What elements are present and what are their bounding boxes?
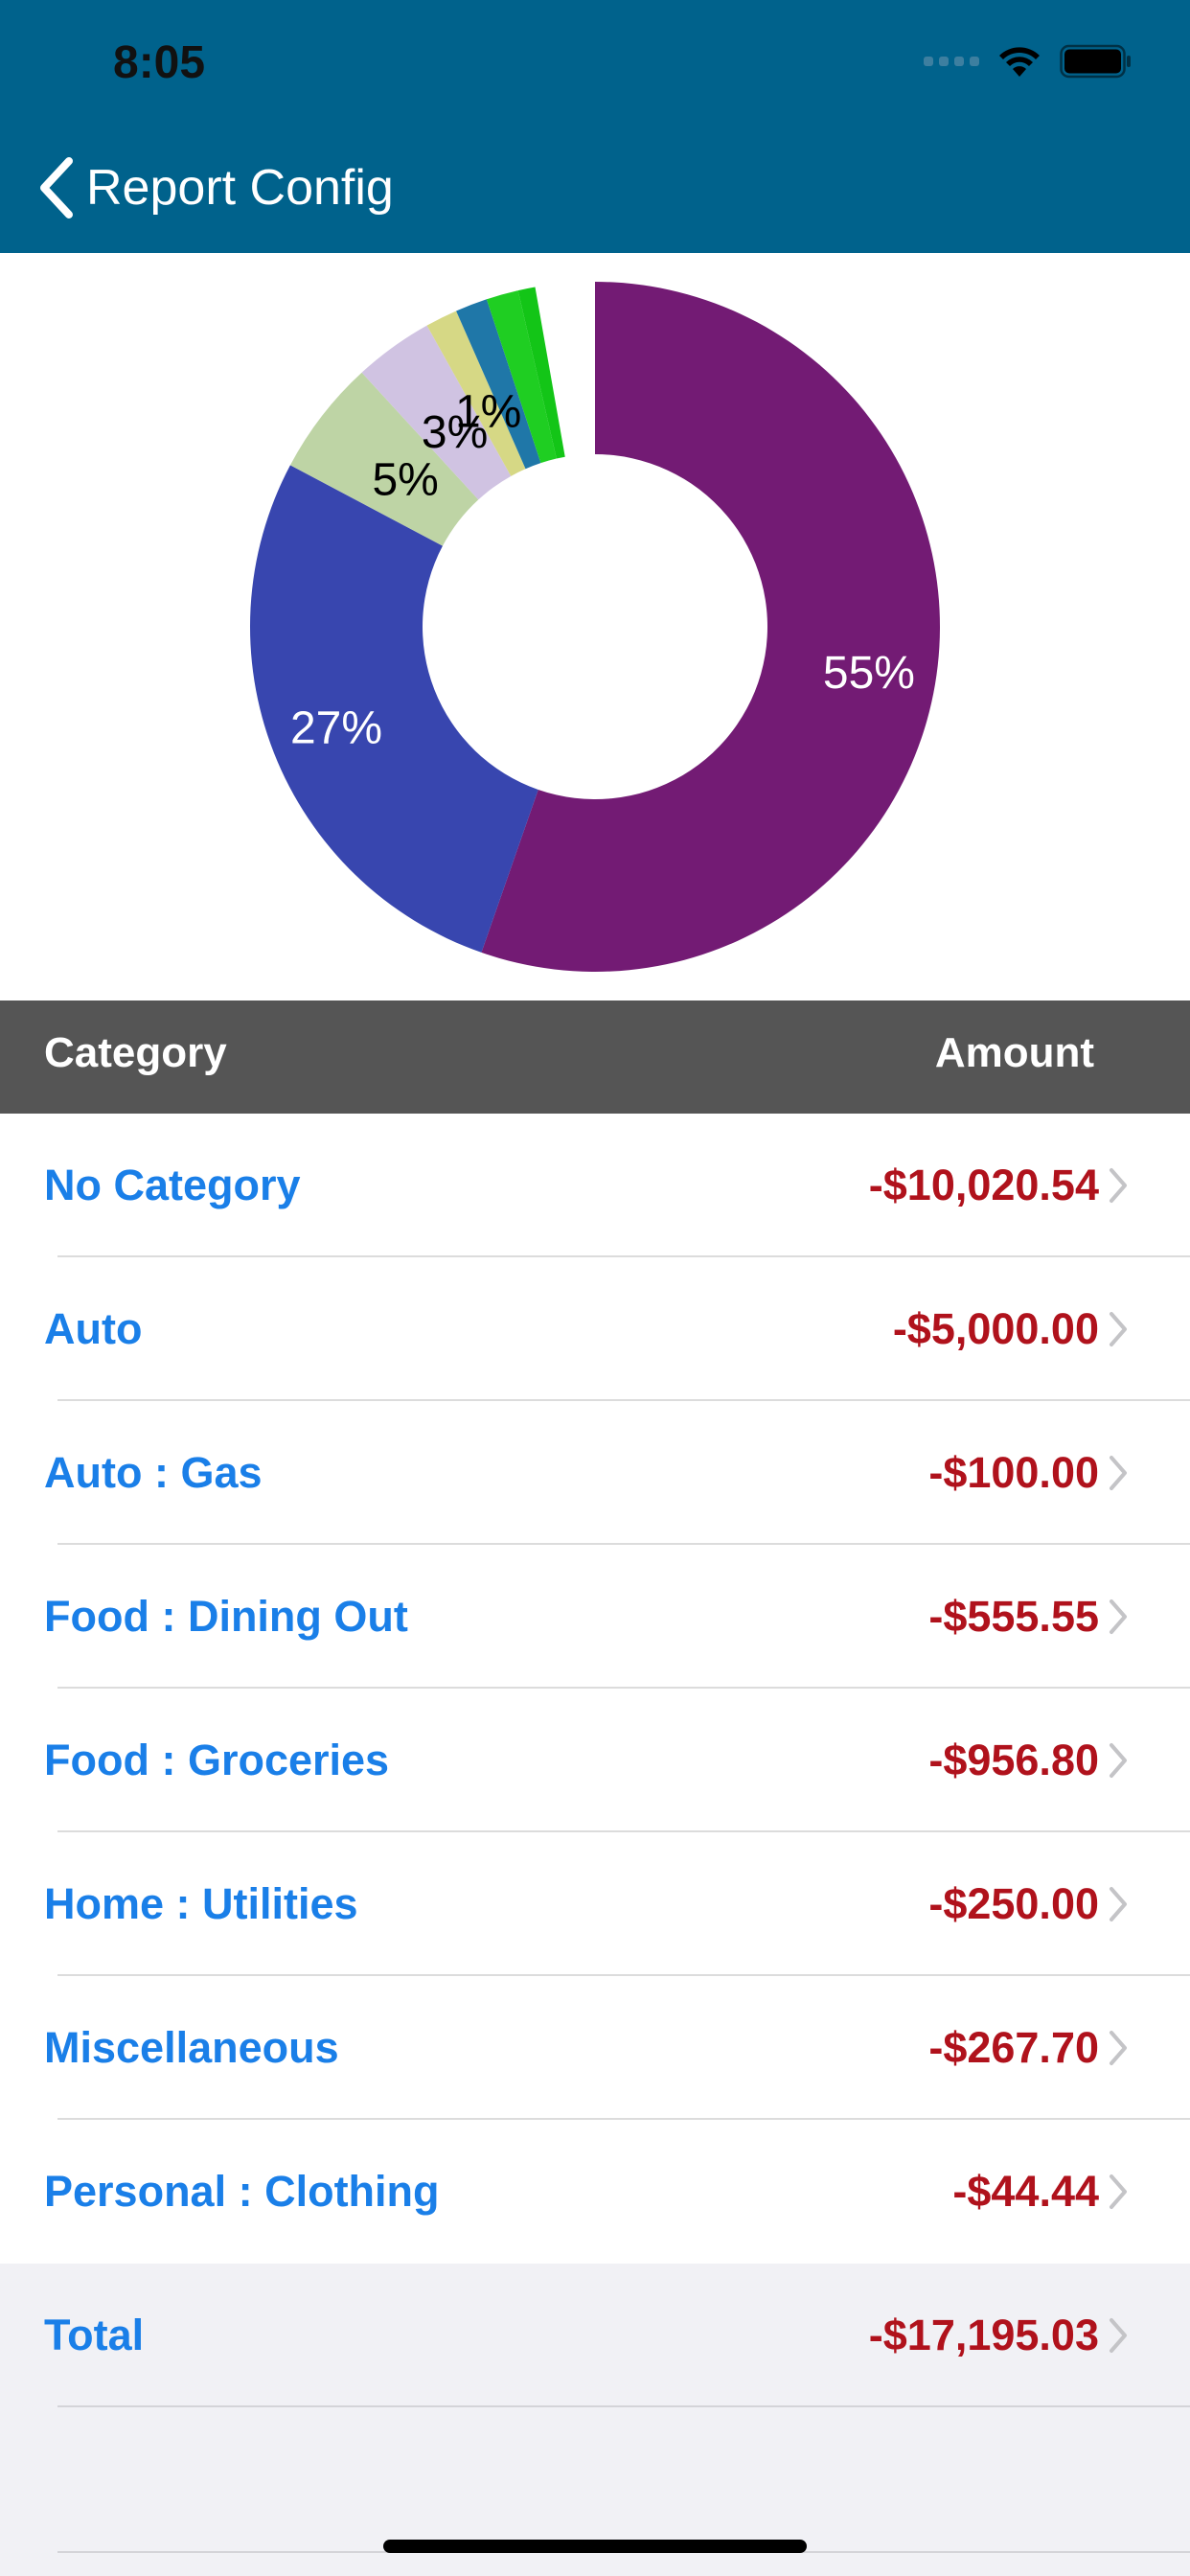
chart-area: 55% 27% 5% 3% 1% bbox=[0, 253, 1190, 1000]
disclosure-chevron-icon bbox=[1110, 2174, 1127, 2209]
row-amount: -$100.00 bbox=[928, 1448, 1099, 1497]
navigation-bar: 8:05 Report Config bbox=[0, 0, 1190, 253]
amount-column-header: Amount bbox=[934, 1029, 1094, 1076]
total-amount: -$17,195.03 bbox=[868, 2311, 1099, 2359]
status-icons bbox=[924, 44, 1133, 79]
list-item-miscellaneous[interactable]: Miscellaneous -$267.70 bbox=[0, 1976, 1190, 2120]
list-item-no-category[interactable]: No Category -$10,020.54 bbox=[0, 1114, 1190, 1257]
pie-slice bbox=[361, 325, 512, 500]
row-category: Home : Utilities bbox=[44, 1879, 358, 1928]
table-header: Category Amount bbox=[0, 1000, 1190, 1114]
pie-slice bbox=[289, 372, 479, 546]
disclosure-chevron-icon bbox=[1110, 1312, 1127, 1346]
status-time: 8:05 bbox=[113, 37, 206, 88]
pie-slice bbox=[456, 299, 541, 470]
row-separator bbox=[57, 2118, 1190, 2120]
row-separator bbox=[57, 1543, 1190, 1545]
list-item-food-groceries[interactable]: Food : Groceries -$956.80 bbox=[0, 1689, 1190, 1832]
total-row[interactable]: Total -$17,195.03 bbox=[0, 2264, 1190, 2407]
row-amount: -$250.00 bbox=[928, 1879, 1099, 1928]
row-category: Miscellaneous bbox=[44, 2023, 339, 2072]
disclosure-chevron-icon bbox=[1110, 1743, 1127, 1778]
footer-area: Total -$17,195.03 bbox=[0, 2264, 1190, 2576]
row-amount: -$5,000.00 bbox=[892, 1304, 1099, 1353]
chevron-left-icon bbox=[40, 157, 73, 218]
row-separator bbox=[57, 1974, 1190, 1976]
home-indicator bbox=[383, 2540, 807, 2553]
row-category: Auto : Gas bbox=[44, 1448, 263, 1497]
disclosure-chevron-icon bbox=[1110, 2318, 1127, 2353]
row-separator bbox=[57, 2405, 1190, 2407]
disclosure-chevron-icon bbox=[1110, 1168, 1127, 1203]
list-item-auto[interactable]: Auto -$5,000.00 bbox=[0, 1257, 1190, 1401]
disclosure-chevron-icon bbox=[1110, 2031, 1127, 2065]
row-category: Food : Groceries bbox=[44, 1736, 390, 1784]
disclosure-chevron-icon bbox=[1110, 1599, 1127, 1634]
pie-slice bbox=[517, 287, 565, 459]
pie-slice bbox=[486, 290, 557, 464]
donut-chart: 55% 27% 5%3%1% bbox=[249, 282, 940, 972]
row-separator bbox=[57, 1830, 1190, 1832]
row-separator bbox=[57, 1399, 1190, 1401]
list-item-home-utilities[interactable]: Home : Utilities -$250.00 bbox=[0, 1832, 1190, 1976]
row-amount: -$10,020.54 bbox=[868, 1161, 1099, 1209]
slice-label: 5% bbox=[372, 455, 438, 506]
row-amount: -$555.55 bbox=[928, 1592, 1099, 1641]
wifi-icon bbox=[996, 44, 1042, 79]
category-column-header: Category bbox=[44, 1029, 227, 1076]
row-amount: -$44.44 bbox=[952, 2167, 1099, 2216]
row-category: Auto bbox=[44, 1304, 143, 1353]
slice-label: 55% bbox=[823, 648, 915, 699]
pie-slice bbox=[481, 282, 940, 972]
row-amount: -$267.70 bbox=[928, 2023, 1099, 2072]
row-category: Food : Dining Out bbox=[44, 1592, 408, 1641]
list-item-personal-clothing[interactable]: Personal : Clothing -$44.44 bbox=[0, 2120, 1190, 2264]
row-separator bbox=[57, 1687, 1190, 1689]
battery-icon bbox=[1060, 44, 1133, 79]
slice-label: 3% bbox=[422, 407, 488, 458]
row-separator bbox=[57, 1255, 1190, 1257]
row-amount: -$956.80 bbox=[928, 1736, 1099, 1784]
slice-label: 27% bbox=[290, 702, 382, 753]
list-item-food-dining-out[interactable]: Food : Dining Out -$555.55 bbox=[0, 1545, 1190, 1689]
back-button[interactable]: Report Config bbox=[34, 153, 394, 222]
pie-slice bbox=[426, 310, 526, 476]
disclosure-chevron-icon bbox=[1110, 1456, 1127, 1490]
signal-icon bbox=[924, 57, 979, 66]
pie-slice bbox=[249, 465, 538, 953]
back-button-label: Report Config bbox=[86, 160, 394, 216]
row-category: No Category bbox=[44, 1161, 301, 1209]
slice-label: 1% bbox=[455, 387, 521, 438]
category-list: No Category -$10,020.54 Auto -$5,000.00 … bbox=[0, 1114, 1190, 2264]
list-item-auto-gas[interactable]: Auto : Gas -$100.00 bbox=[0, 1401, 1190, 1545]
total-label: Total bbox=[44, 2311, 145, 2359]
disclosure-chevron-icon bbox=[1110, 1887, 1127, 1921]
row-category: Personal : Clothing bbox=[44, 2167, 440, 2216]
